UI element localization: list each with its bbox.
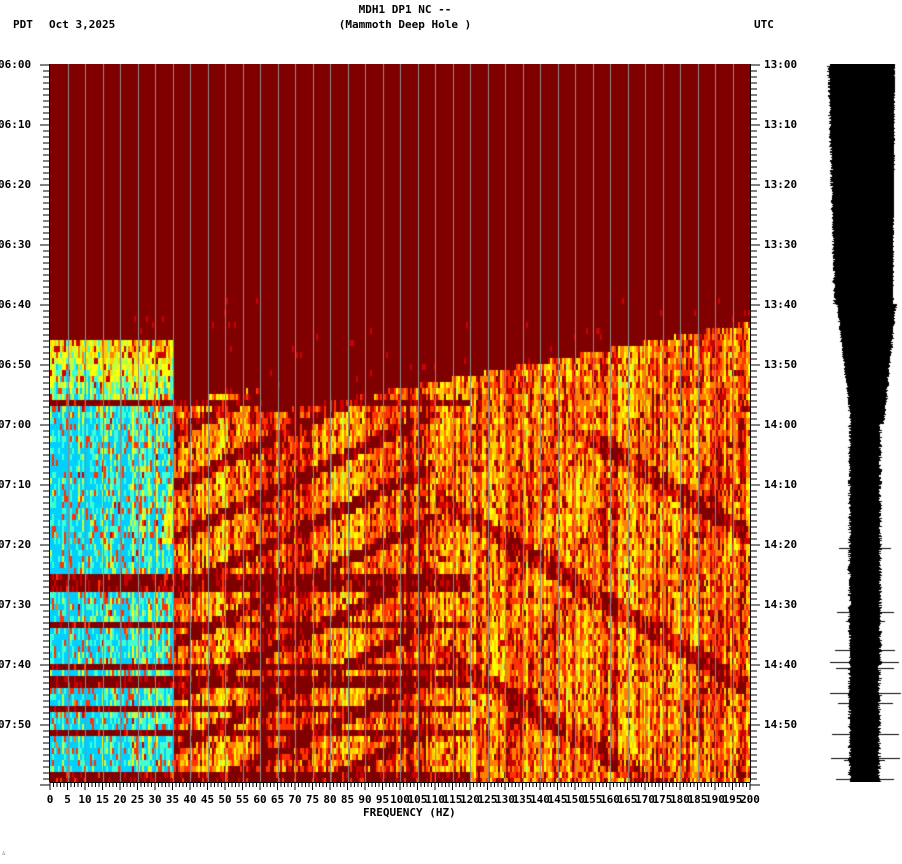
left-time-tick-label: 06:20 (0, 178, 32, 191)
left-time-tick-label: 07:30 (0, 598, 32, 611)
left-time-tick-label: 06:10 (0, 118, 32, 131)
right-time-tick-label: 14:00 (764, 418, 798, 431)
frequency-tick-label: 195 (722, 793, 743, 806)
frequency-tick-label: 40 (183, 793, 197, 806)
spectrogram-canvas (50, 64, 750, 782)
frequency-tick-label: 95 (375, 793, 390, 806)
left-time-tick-label: 06:40 (0, 298, 32, 311)
frequency-tick-label: 180 (670, 793, 690, 806)
right-time-tick-label: 14:50 (764, 718, 798, 731)
right-time-tick-label: 14:30 (764, 598, 798, 611)
frequency-tick-label: 75 (305, 793, 320, 806)
frequency-tick-label: 50 (218, 793, 232, 806)
frequency-tick-label: 35 (165, 793, 180, 806)
right-time-tick-label: 13:10 (764, 118, 798, 131)
frequency-tick-label: 100 (390, 793, 410, 806)
right-time-tick-label: 14:20 (764, 538, 798, 551)
frequency-tick-label: 110 (425, 793, 445, 806)
left-time-tick-label: 06:00 (0, 58, 32, 71)
left-time-tick-label: 07:50 (0, 718, 32, 731)
frequency-tick-label: 30 (148, 793, 162, 806)
left-time-tick-label: 07:00 (0, 418, 32, 431)
frequency-tick-label: 10 (78, 793, 92, 806)
frequency-tick-label: 55 (235, 793, 250, 806)
station-code-title: MDH1 DP1 NC -- (358, 3, 452, 16)
frequency-tick-label: 45 (200, 793, 215, 806)
seismogram-trace (820, 64, 902, 782)
right-timezone-label: UTC (754, 18, 774, 31)
frequency-tick-label: 80 (323, 793, 337, 806)
right-time-tick-label: 13:50 (764, 358, 798, 371)
frequency-tick-label: 135 (512, 793, 533, 806)
left-time-tick-label: 07:40 (0, 658, 32, 671)
spectrogram-plot (50, 64, 750, 782)
frequency-tick-label: 145 (547, 793, 568, 806)
left-time-tick-label: 06:50 (0, 358, 32, 371)
frequency-tick-label: 115 (442, 793, 463, 806)
frequency-tick-label: 185 (687, 793, 708, 806)
frequency-tick-label: 175 (652, 793, 673, 806)
frequency-tick-label: 170 (635, 793, 655, 806)
frequency-tick-label: 15 (95, 793, 110, 806)
frequency-tick-label: 200 (740, 793, 760, 806)
frequency-tick-label: 120 (460, 793, 480, 806)
frequency-tick-label: 0 (46, 793, 54, 806)
frequency-tick-label: 125 (477, 793, 498, 806)
frequency-tick-label: 190 (705, 793, 725, 806)
frequency-tick-label: 85 (340, 793, 355, 806)
x-axis-title: FREQUENCY (HZ) (363, 806, 456, 819)
left-time-tick-label: 06:30 (0, 238, 32, 251)
right-time-tick-label: 13:30 (764, 238, 798, 251)
frequency-tick-label: 105 (407, 793, 428, 806)
frequency-tick-label: 130 (495, 793, 515, 806)
date-label: Oct 3,2025 (49, 18, 116, 31)
right-time-tick-label: 13:40 (764, 298, 798, 311)
corner-mark: ∴ (2, 850, 6, 857)
right-time-tick-label: 13:00 (764, 58, 798, 71)
frequency-tick-label: 150 (565, 793, 585, 806)
frequency-tick-label: 155 (582, 793, 603, 806)
right-time-tick-label: 13:20 (764, 178, 798, 191)
right-time-tick-label: 14:10 (764, 478, 798, 491)
left-time-tick-label: 07:20 (0, 538, 32, 551)
left-time-tick-label: 07:10 (0, 478, 32, 491)
frequency-tick-label: 20 (113, 793, 127, 806)
frequency-tick-label: 160 (600, 793, 620, 806)
frequency-tick-label: 70 (288, 793, 302, 806)
left-timezone-label: PDT (13, 18, 33, 31)
frequency-tick-label: 65 (270, 793, 285, 806)
frequency-tick-label: 60 (253, 793, 267, 806)
frequency-tick-label: 165 (617, 793, 638, 806)
frequency-tick-label: 140 (530, 793, 550, 806)
frequency-tick-label: 90 (358, 793, 372, 806)
frequency-tick-label: 25 (130, 793, 145, 806)
station-name-title: (Mammoth Deep Hole ) (338, 18, 472, 31)
frequency-tick-label: 5 (64, 793, 71, 806)
right-time-tick-label: 14:40 (764, 658, 798, 671)
